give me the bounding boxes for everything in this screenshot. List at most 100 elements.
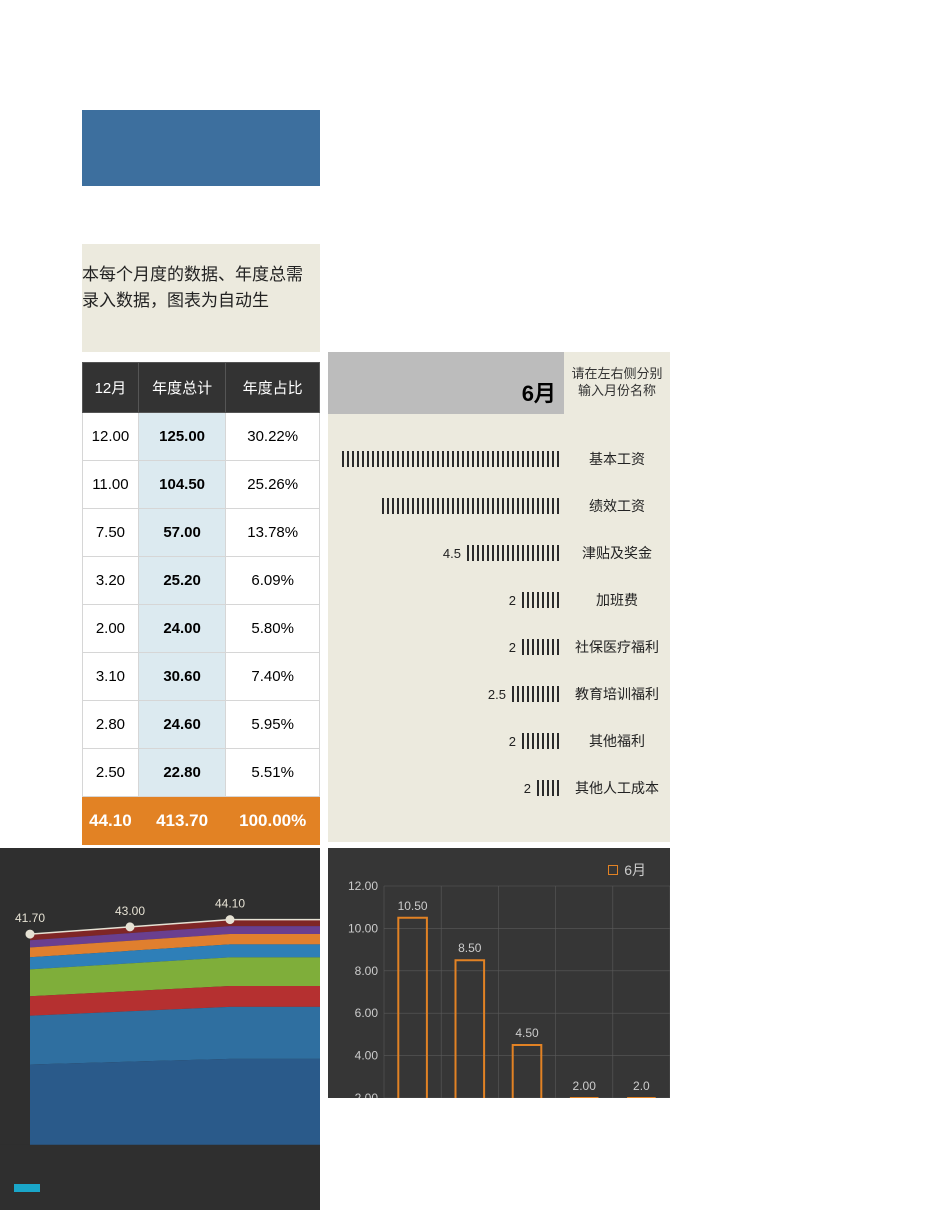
th-total: 年度总计 bbox=[138, 363, 226, 413]
description-text: 本每个月度的数据、年度总需录入数据，图表为自动生 bbox=[82, 265, 303, 310]
header-block bbox=[82, 110, 320, 186]
category-bar bbox=[342, 450, 562, 468]
table-cell: 30.22% bbox=[226, 413, 320, 461]
y-tick-label: 10.00 bbox=[348, 921, 378, 935]
description-box: 本每个月度的数据、年度总需录入数据，图表为自动生 bbox=[82, 244, 320, 352]
table-cell: 2.50 bbox=[83, 749, 139, 797]
table-cell: 24.60 bbox=[138, 701, 226, 749]
category-value: 2 bbox=[524, 781, 531, 796]
y-tick-label: 4.00 bbox=[355, 1049, 379, 1063]
table-row: 3.1030.607.40% bbox=[83, 653, 320, 701]
category-row: 2 社保医疗福利 bbox=[328, 624, 670, 670]
bar-value-label: 2.00 bbox=[573, 1079, 597, 1093]
y-tick-label: 12.00 bbox=[348, 879, 378, 893]
bar-value-label: 4.50 bbox=[515, 1026, 539, 1040]
table-cell: 57.00 bbox=[138, 509, 226, 557]
bar-chart-legend: 6月 bbox=[608, 860, 646, 880]
table-row: 2.5022.805.51% bbox=[83, 749, 320, 797]
area-point-label: 44.10 bbox=[215, 897, 245, 911]
category-row: 4.5 津贴及奖金 bbox=[328, 530, 670, 576]
table-cell: 22.80 bbox=[138, 749, 226, 797]
table-cell: 25.20 bbox=[138, 557, 226, 605]
table-row: 11.00104.5025.26% bbox=[83, 461, 320, 509]
area-point-label: 43.00 bbox=[115, 904, 145, 918]
category-bar bbox=[467, 544, 562, 562]
category-bar-panel: 6月 请在左右侧分别输入月份名称 基本工资绩效工资4.5津贴及奖金2加班费2社保… bbox=[328, 352, 670, 842]
table-cell: 3.10 bbox=[83, 653, 139, 701]
bar-value-label: 10.50 bbox=[398, 899, 428, 913]
area-marker bbox=[226, 915, 235, 924]
summary-table: 12月 年度总计 年度占比 12.00125.0030.22%11.00104.… bbox=[82, 362, 320, 845]
y-tick-label: 2.00 bbox=[355, 1091, 379, 1098]
category-label: 加班费 bbox=[564, 590, 670, 610]
stacked-area-chart: 41.70 43.00 44.10 bbox=[0, 848, 320, 1210]
table-cell: 24.00 bbox=[138, 605, 226, 653]
table-cell: 12.00 bbox=[83, 413, 139, 461]
category-value: 2 bbox=[509, 734, 516, 749]
table-row: 2.0024.005.80% bbox=[83, 605, 320, 653]
table-cell: 2.80 bbox=[83, 701, 139, 749]
table-cell: 5.80% bbox=[226, 605, 320, 653]
category-value: 2 bbox=[509, 640, 516, 655]
category-row: 绩效工资 bbox=[328, 483, 670, 529]
th-month: 12月 bbox=[83, 363, 139, 413]
table-row: 12.00125.0030.22% bbox=[83, 413, 320, 461]
table-cell: 13.78% bbox=[226, 509, 320, 557]
area-marker bbox=[26, 930, 35, 939]
category-bar bbox=[522, 638, 562, 656]
category-bar bbox=[512, 685, 562, 703]
category-row: 2.5 教育培训福利 bbox=[328, 671, 670, 717]
category-row: 2 加班费 bbox=[328, 577, 670, 623]
table-row: 2.8024.605.95% bbox=[83, 701, 320, 749]
category-value: 2.5 bbox=[488, 687, 506, 702]
category-label: 教育培训福利 bbox=[564, 684, 670, 704]
bar-legend-swatch bbox=[608, 865, 618, 875]
area-legend-chip bbox=[14, 1184, 40, 1192]
table-cell: 7.50 bbox=[83, 509, 139, 557]
table-cell: 44.10 bbox=[83, 797, 139, 845]
y-tick-label: 6.00 bbox=[355, 1006, 379, 1020]
table-cell: 3.20 bbox=[83, 557, 139, 605]
table-row: 3.2025.206.09% bbox=[83, 557, 320, 605]
table-cell: 413.70 bbox=[138, 797, 226, 845]
category-value: 4.5 bbox=[443, 546, 461, 561]
category-value: 2 bbox=[509, 593, 516, 608]
category-bar bbox=[537, 779, 562, 797]
bar-value-label: 8.50 bbox=[458, 941, 482, 955]
table-cell: 100.00% bbox=[226, 797, 320, 845]
category-bar bbox=[522, 591, 562, 609]
category-label: 基本工资 bbox=[564, 449, 670, 469]
area-layer bbox=[30, 1007, 320, 1065]
table-cell: 7.40% bbox=[226, 653, 320, 701]
bar-legend-label: 6月 bbox=[624, 860, 646, 880]
category-row: 2 其他福利 bbox=[328, 718, 670, 764]
area-marker bbox=[126, 922, 135, 931]
bar bbox=[456, 960, 485, 1098]
table-cell: 2.00 bbox=[83, 605, 139, 653]
area-point-label: 41.70 bbox=[15, 911, 45, 925]
table-cell: 11.00 bbox=[83, 461, 139, 509]
category-row: 2 其他人工成本 bbox=[328, 765, 670, 811]
table-cell: 30.60 bbox=[138, 653, 226, 701]
category-bar bbox=[522, 732, 562, 750]
category-label: 其他人工成本 bbox=[564, 778, 670, 798]
category-label: 津贴及奖金 bbox=[564, 543, 670, 563]
rpanel-note: 请在左右侧分别输入月份名称 bbox=[564, 352, 670, 414]
bar-value-label: 2.0 bbox=[633, 1079, 650, 1093]
category-label: 社保医疗福利 bbox=[564, 637, 670, 657]
table-cell: 5.95% bbox=[226, 701, 320, 749]
table-cell: 5.51% bbox=[226, 749, 320, 797]
table-cell: 125.00 bbox=[138, 413, 226, 461]
y-tick-label: 8.00 bbox=[355, 964, 379, 978]
category-bar bbox=[382, 497, 562, 515]
table-total-row: 44.10413.70100.00% bbox=[83, 797, 320, 845]
category-row: 基本工资 bbox=[328, 436, 670, 482]
bar bbox=[398, 918, 427, 1098]
category-label: 绩效工资 bbox=[564, 496, 670, 516]
table-cell: 6.09% bbox=[226, 557, 320, 605]
table-cell: 25.26% bbox=[226, 461, 320, 509]
bar bbox=[513, 1045, 542, 1098]
table-cell: 104.50 bbox=[138, 461, 226, 509]
table-row: 7.5057.0013.78% bbox=[83, 509, 320, 557]
category-label: 其他福利 bbox=[564, 731, 670, 751]
